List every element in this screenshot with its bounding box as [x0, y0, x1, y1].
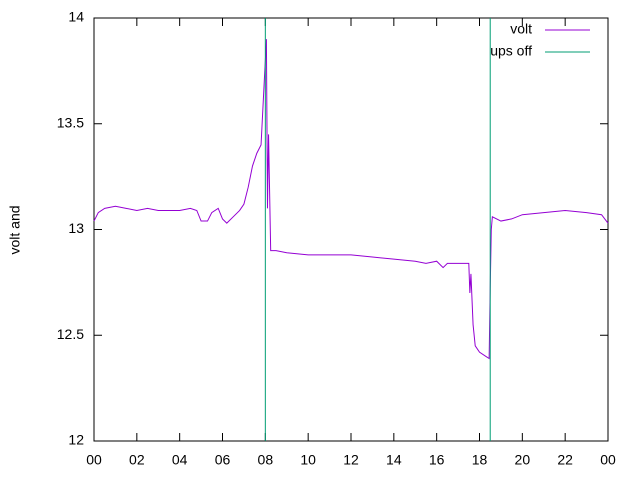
x-tick-label: 22 — [557, 452, 573, 468]
y-tick-label: 12.5 — [57, 326, 84, 342]
y-tick-label: 14 — [68, 9, 84, 25]
x-tick-label: 12 — [343, 452, 359, 468]
x-tick-label: 08 — [258, 452, 274, 468]
y-tick-label: 13 — [68, 220, 84, 236]
data-line — [93, 39, 609, 360]
x-tick-label: 18 — [472, 452, 488, 468]
x-tick-label: 06 — [215, 452, 231, 468]
y-axis-label: volt and — [7, 205, 23, 254]
x-tick-label: 02 — [129, 452, 145, 468]
y-tick-label: 13.5 — [57, 114, 84, 130]
legend-label: ups off — [490, 43, 532, 59]
plot-frame — [93, 17, 609, 442]
x-tick-label: 00 — [86, 452, 102, 468]
x-tick-label: 00 — [600, 452, 616, 468]
legend-label: volt — [510, 21, 532, 37]
x-tick-label: 20 — [515, 452, 531, 468]
x-tick-label: 14 — [386, 452, 402, 468]
x-tick-label: 16 — [429, 452, 445, 468]
x-tick-label: 04 — [172, 452, 188, 468]
y-tick-label: 12 — [68, 432, 84, 448]
x-tick-label: 10 — [300, 452, 316, 468]
